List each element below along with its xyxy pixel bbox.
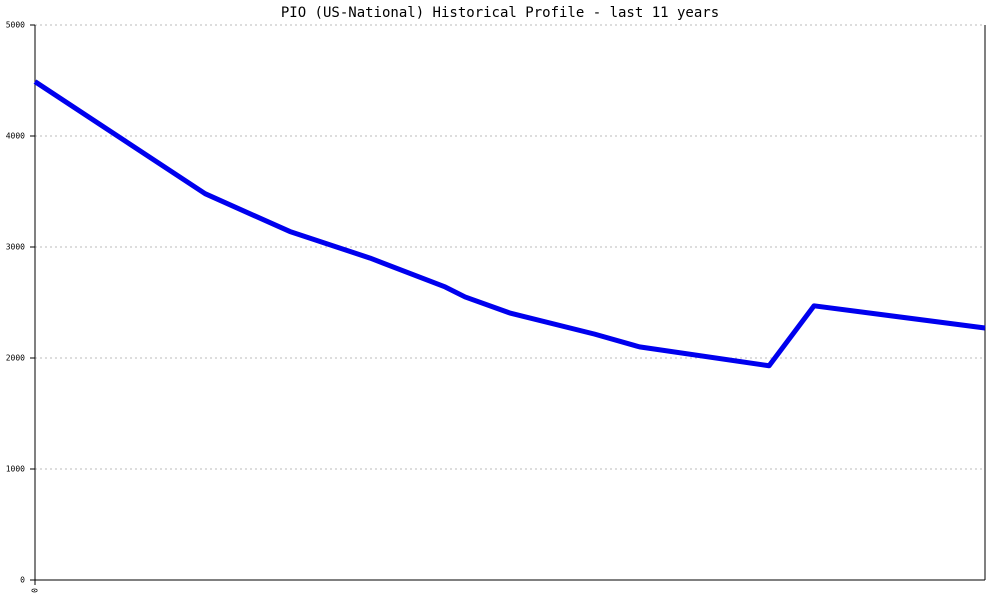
y-tick-label: 5000	[6, 21, 25, 30]
y-tick-label: 1000	[6, 465, 25, 474]
y-tick-label: 2000	[6, 354, 25, 363]
data-line	[33, 79, 986, 369]
x-tick-label: 0	[31, 588, 40, 593]
chart-title: PIO (US-National) Historical Profile - l…	[281, 5, 719, 21]
y-tick-label: 0	[20, 576, 25, 585]
y-tick-label: 4000	[6, 132, 25, 141]
y-tick-label: 3000	[6, 243, 25, 252]
